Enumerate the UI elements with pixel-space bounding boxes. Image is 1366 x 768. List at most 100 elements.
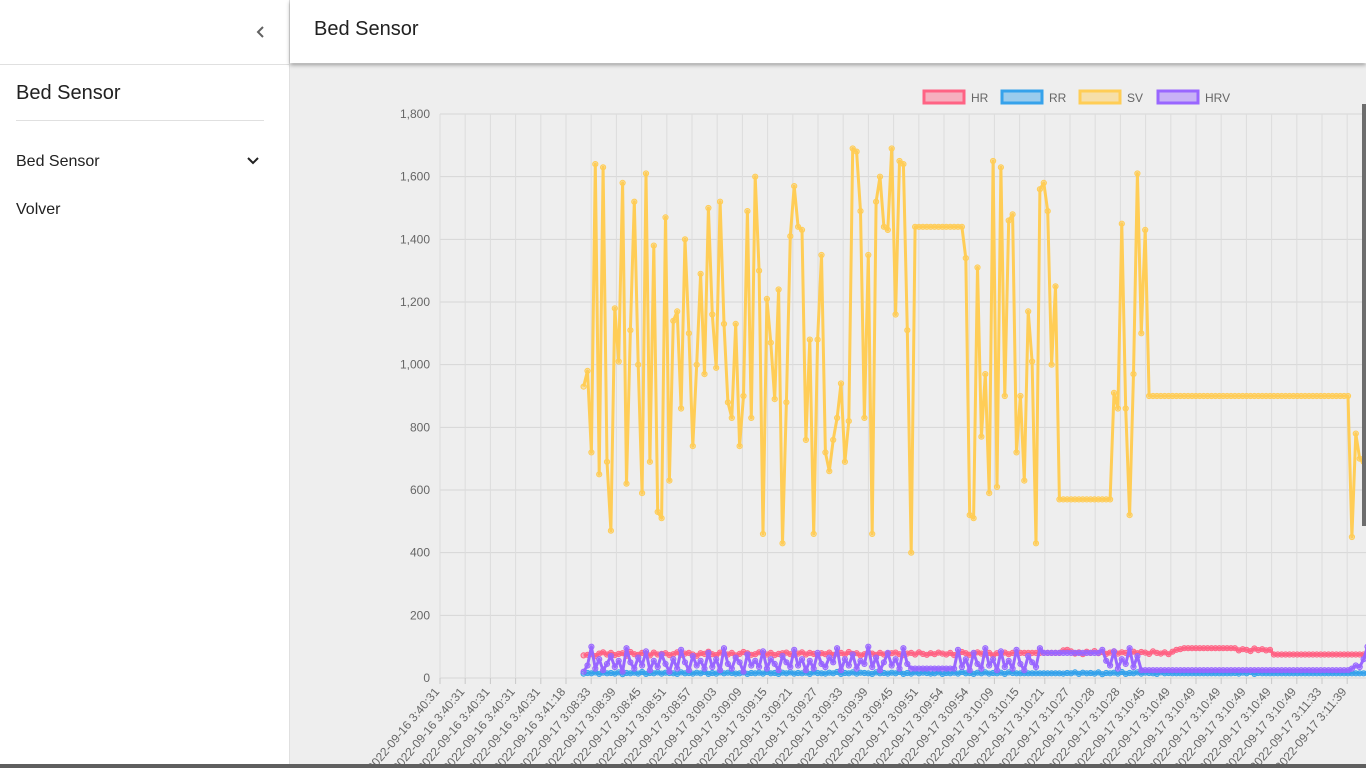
data-point-sv xyxy=(607,527,614,534)
data-point-hrv xyxy=(900,645,907,652)
sidebar-item-label: Volver xyxy=(16,201,61,218)
chevron-left-icon xyxy=(256,26,264,38)
data-point-sv xyxy=(635,361,642,368)
vertical-scrollbar[interactable] xyxy=(1362,104,1366,526)
data-point-hrv xyxy=(783,659,790,666)
data-point-sv xyxy=(752,173,759,180)
data-point-hrv xyxy=(857,657,864,664)
data-point-sv xyxy=(689,443,696,450)
data-point-sv xyxy=(1134,170,1141,177)
data-point-sv xyxy=(986,490,993,497)
data-point-sv xyxy=(1138,330,1145,337)
data-point-sv xyxy=(685,330,692,337)
data-point-sv xyxy=(1052,283,1059,290)
data-point-sv xyxy=(619,179,626,187)
sidebar-title: Bed Sensor xyxy=(16,82,121,104)
data-point-sv xyxy=(798,226,806,233)
data-point-hrv xyxy=(709,663,716,671)
line-chart[interactable]: 02004006008001,0001,2001,4001,6001,80020… xyxy=(290,64,1366,764)
data-point-sv xyxy=(615,358,622,365)
data-point-sv xyxy=(982,371,989,378)
data-point-sv xyxy=(580,383,587,390)
data-point-sv xyxy=(873,198,880,205)
horizontal-scrollbar[interactable] xyxy=(0,764,1366,768)
y-tick-label: 400 xyxy=(410,546,430,560)
sidebar-item-bed-sensor[interactable]: Bed Sensor xyxy=(16,146,266,178)
data-point-sv xyxy=(1344,392,1352,400)
data-point-hrv xyxy=(1099,646,1106,653)
data-point-hrv xyxy=(849,651,856,658)
y-tick-label: 800 xyxy=(410,420,430,434)
data-point-hrv xyxy=(993,667,1001,674)
data-point-hrv xyxy=(666,668,673,675)
data-point-sv xyxy=(736,443,743,450)
data-point-hrv xyxy=(954,646,962,653)
data-point-hrv xyxy=(888,662,895,669)
data-point-hrv xyxy=(958,663,966,671)
data-point-hrv xyxy=(736,659,743,666)
collapse-sidebar-button[interactable] xyxy=(249,20,273,44)
data-point-hrv xyxy=(795,662,802,669)
data-point-sv xyxy=(1009,211,1016,218)
data-point-sv xyxy=(1114,405,1122,412)
data-point-hrv xyxy=(779,653,786,660)
data-point-sv xyxy=(869,530,876,537)
data-point-hrv xyxy=(724,660,731,668)
data-point-hrv xyxy=(748,662,755,669)
data-point-sv xyxy=(701,371,708,378)
data-point-hrv xyxy=(814,649,821,657)
series-line-sv xyxy=(582,147,1366,555)
data-point-hrv xyxy=(873,654,880,661)
data-point-hrv xyxy=(1110,648,1118,655)
data-point-sv xyxy=(654,508,661,515)
data-point-hrv xyxy=(732,654,739,661)
data-point-sv xyxy=(705,204,712,212)
data-point-hrv xyxy=(791,646,798,653)
legend-swatch-sv xyxy=(1078,89,1122,105)
data-point-sv xyxy=(841,458,849,465)
y-tick-label: 1,800 xyxy=(400,107,430,121)
data-point-sv xyxy=(681,236,689,243)
data-point-hrv xyxy=(717,667,724,674)
sidebar-item-volver[interactable]: Volver xyxy=(16,194,266,226)
data-point-hrv xyxy=(654,663,661,671)
data-point-sv xyxy=(1036,186,1044,193)
data-point-hrv xyxy=(658,651,665,658)
data-point-hrv xyxy=(1017,660,1024,668)
data-point-sv xyxy=(1013,449,1020,456)
data-point-sv xyxy=(658,515,665,522)
data-point-sv xyxy=(728,414,735,421)
data-point-sv xyxy=(1348,533,1356,541)
data-point-sv xyxy=(1025,308,1032,315)
data-point-hrv xyxy=(1356,663,1363,671)
data-point-sv xyxy=(990,157,997,165)
data-point-hrv xyxy=(650,657,657,664)
data-point-hrv xyxy=(767,656,774,663)
data-point-sv xyxy=(713,364,720,371)
data-point-sv xyxy=(662,214,669,221)
data-point-hrv xyxy=(639,662,646,669)
data-point-hrv xyxy=(806,657,813,664)
data-point-hrv xyxy=(1130,663,1137,671)
data-point-hrv xyxy=(1013,646,1020,653)
data-point-hrv xyxy=(631,665,638,672)
data-point-sv xyxy=(611,305,618,312)
data-point-sv xyxy=(1352,430,1359,437)
data-point-sv xyxy=(631,198,638,205)
data-point-sv xyxy=(763,295,770,302)
data-point-sv xyxy=(697,270,704,277)
data-point-hrv xyxy=(1001,663,1008,671)
data-point-sv xyxy=(900,161,907,168)
data-point-sv xyxy=(756,267,763,274)
data-point-hrv xyxy=(802,667,810,674)
data-point-hrv xyxy=(974,660,981,668)
data-point-sv xyxy=(584,367,591,374)
data-point-sv xyxy=(1122,405,1129,412)
data-point-sv xyxy=(978,433,985,440)
data-point-hrv xyxy=(596,656,603,663)
data-point-hrv xyxy=(826,654,833,661)
data-point-sv xyxy=(876,173,884,180)
data-point-sv xyxy=(744,208,751,215)
data-point-hrv xyxy=(834,645,841,652)
data-point-sv xyxy=(627,327,634,334)
